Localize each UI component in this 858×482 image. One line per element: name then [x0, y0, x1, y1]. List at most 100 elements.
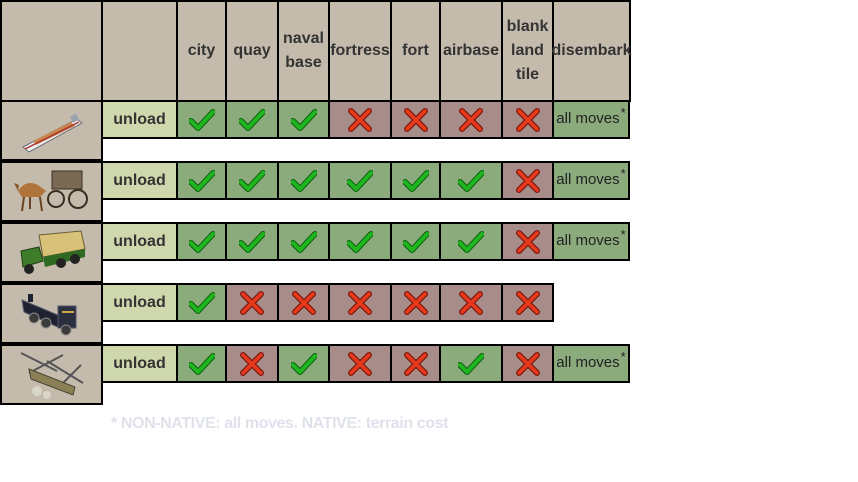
disembark-cell: all moves * [552, 100, 630, 139]
unit-icon-cell [0, 222, 103, 283]
footnote-marker: * [620, 105, 626, 120]
not-allowed-cell [328, 100, 392, 139]
check-icon [239, 108, 265, 131]
not-allowed-cell [328, 283, 392, 322]
column-header: city [176, 0, 227, 102]
cross-icon [348, 107, 372, 132]
not-allowed-cell [439, 100, 503, 139]
column-header: blank land tile [501, 0, 554, 102]
unit-icon-cell [0, 344, 103, 405]
column-header: fort [390, 0, 441, 102]
column-header: disembark [551, 0, 632, 102]
allowed-cell [328, 161, 392, 200]
column-header: fortress [328, 0, 392, 102]
allowed-cell [225, 100, 279, 139]
check-icon [188, 230, 215, 253]
check-icon [188, 169, 215, 192]
not-allowed-cell [225, 283, 279, 322]
footnote-marker: * [620, 349, 626, 364]
unload-cell: unload [101, 161, 178, 200]
column-header-line: base [285, 54, 322, 71]
column-header-line: disembark [551, 42, 632, 59]
check-icon [347, 230, 373, 253]
not-allowed-cell [501, 344, 554, 383]
not-allowed-cell [501, 161, 554, 200]
cross-icon [515, 229, 540, 254]
allowed-cell [176, 283, 227, 322]
allowed-cell [176, 100, 227, 139]
unload-cell: unload [101, 100, 178, 139]
not-allowed-cell [225, 344, 279, 383]
check-icon [239, 169, 265, 192]
allowed-cell [176, 222, 227, 261]
allowed-cell [439, 161, 503, 200]
column-header: naval base [277, 0, 330, 102]
cross-icon [348, 290, 372, 315]
not-allowed-cell [277, 283, 330, 322]
check-icon [239, 230, 265, 253]
cross-icon [515, 290, 540, 315]
disembark-text: all moves [556, 110, 620, 127]
cross-icon [240, 351, 264, 376]
check-icon [188, 291, 215, 314]
unload-cell: unload [101, 222, 178, 261]
cross-icon [459, 290, 483, 315]
column-header-line: fortress [330, 42, 390, 59]
unit-icon-cell [0, 283, 103, 344]
cross-icon [515, 168, 540, 193]
allowed-cell [439, 344, 503, 383]
allowed-cell [277, 344, 330, 383]
transport-helicopter-icon [17, 347, 87, 403]
unload-cell: unload [101, 283, 178, 322]
allowed-cell [390, 222, 441, 261]
disembark-cell: all moves * [552, 344, 630, 383]
disembark-cell: all moves * [552, 161, 630, 200]
disembark-text: all moves [556, 171, 620, 188]
check-icon [290, 108, 317, 131]
disembark-cell: all moves * [552, 222, 630, 261]
unit-icon-cell [0, 100, 103, 161]
check-icon [188, 108, 215, 131]
column-header: airbase [439, 0, 503, 102]
not-allowed-cell [390, 283, 441, 322]
steam-locomotive-icon [18, 288, 86, 340]
allowed-cell [225, 161, 279, 200]
cross-icon [403, 351, 428, 376]
column-header-line: tile [515, 66, 540, 83]
check-icon [290, 169, 317, 192]
not-allowed-cell [328, 344, 392, 383]
cargo-ship-icon [19, 107, 85, 155]
not-allowed-cell [439, 283, 503, 322]
unload-cell: unload [101, 344, 178, 383]
header-blank-icon [0, 0, 103, 102]
column-header-line: fort [402, 42, 429, 59]
check-icon [402, 169, 429, 192]
footnote-marker: * [620, 227, 626, 242]
column-header-line: land [511, 42, 544, 59]
not-allowed-cell [501, 222, 554, 261]
allowed-cell [277, 222, 330, 261]
allowed-cell [328, 222, 392, 261]
column-header-line: blank [506, 18, 549, 35]
check-icon [402, 230, 429, 253]
check-icon [290, 230, 317, 253]
allowed-cell [390, 161, 441, 200]
check-icon [458, 169, 484, 192]
cross-icon [515, 107, 540, 132]
not-allowed-cell [390, 344, 441, 383]
cross-icon [348, 351, 372, 376]
allowed-cell [439, 222, 503, 261]
cross-icon [403, 290, 428, 315]
column-header-line: naval [283, 30, 324, 47]
check-icon [458, 230, 484, 253]
horse-wagon-icon [12, 163, 92, 221]
check-icon [188, 352, 215, 375]
allowed-cell [225, 222, 279, 261]
check-icon [458, 352, 484, 375]
cross-icon [240, 290, 264, 315]
allowed-cell [176, 161, 227, 200]
cross-icon [459, 107, 483, 132]
check-icon [347, 169, 373, 192]
cross-icon [403, 107, 428, 132]
footnote: * NON-NATIVE: all moves. NATIVE: terrain… [111, 415, 449, 432]
